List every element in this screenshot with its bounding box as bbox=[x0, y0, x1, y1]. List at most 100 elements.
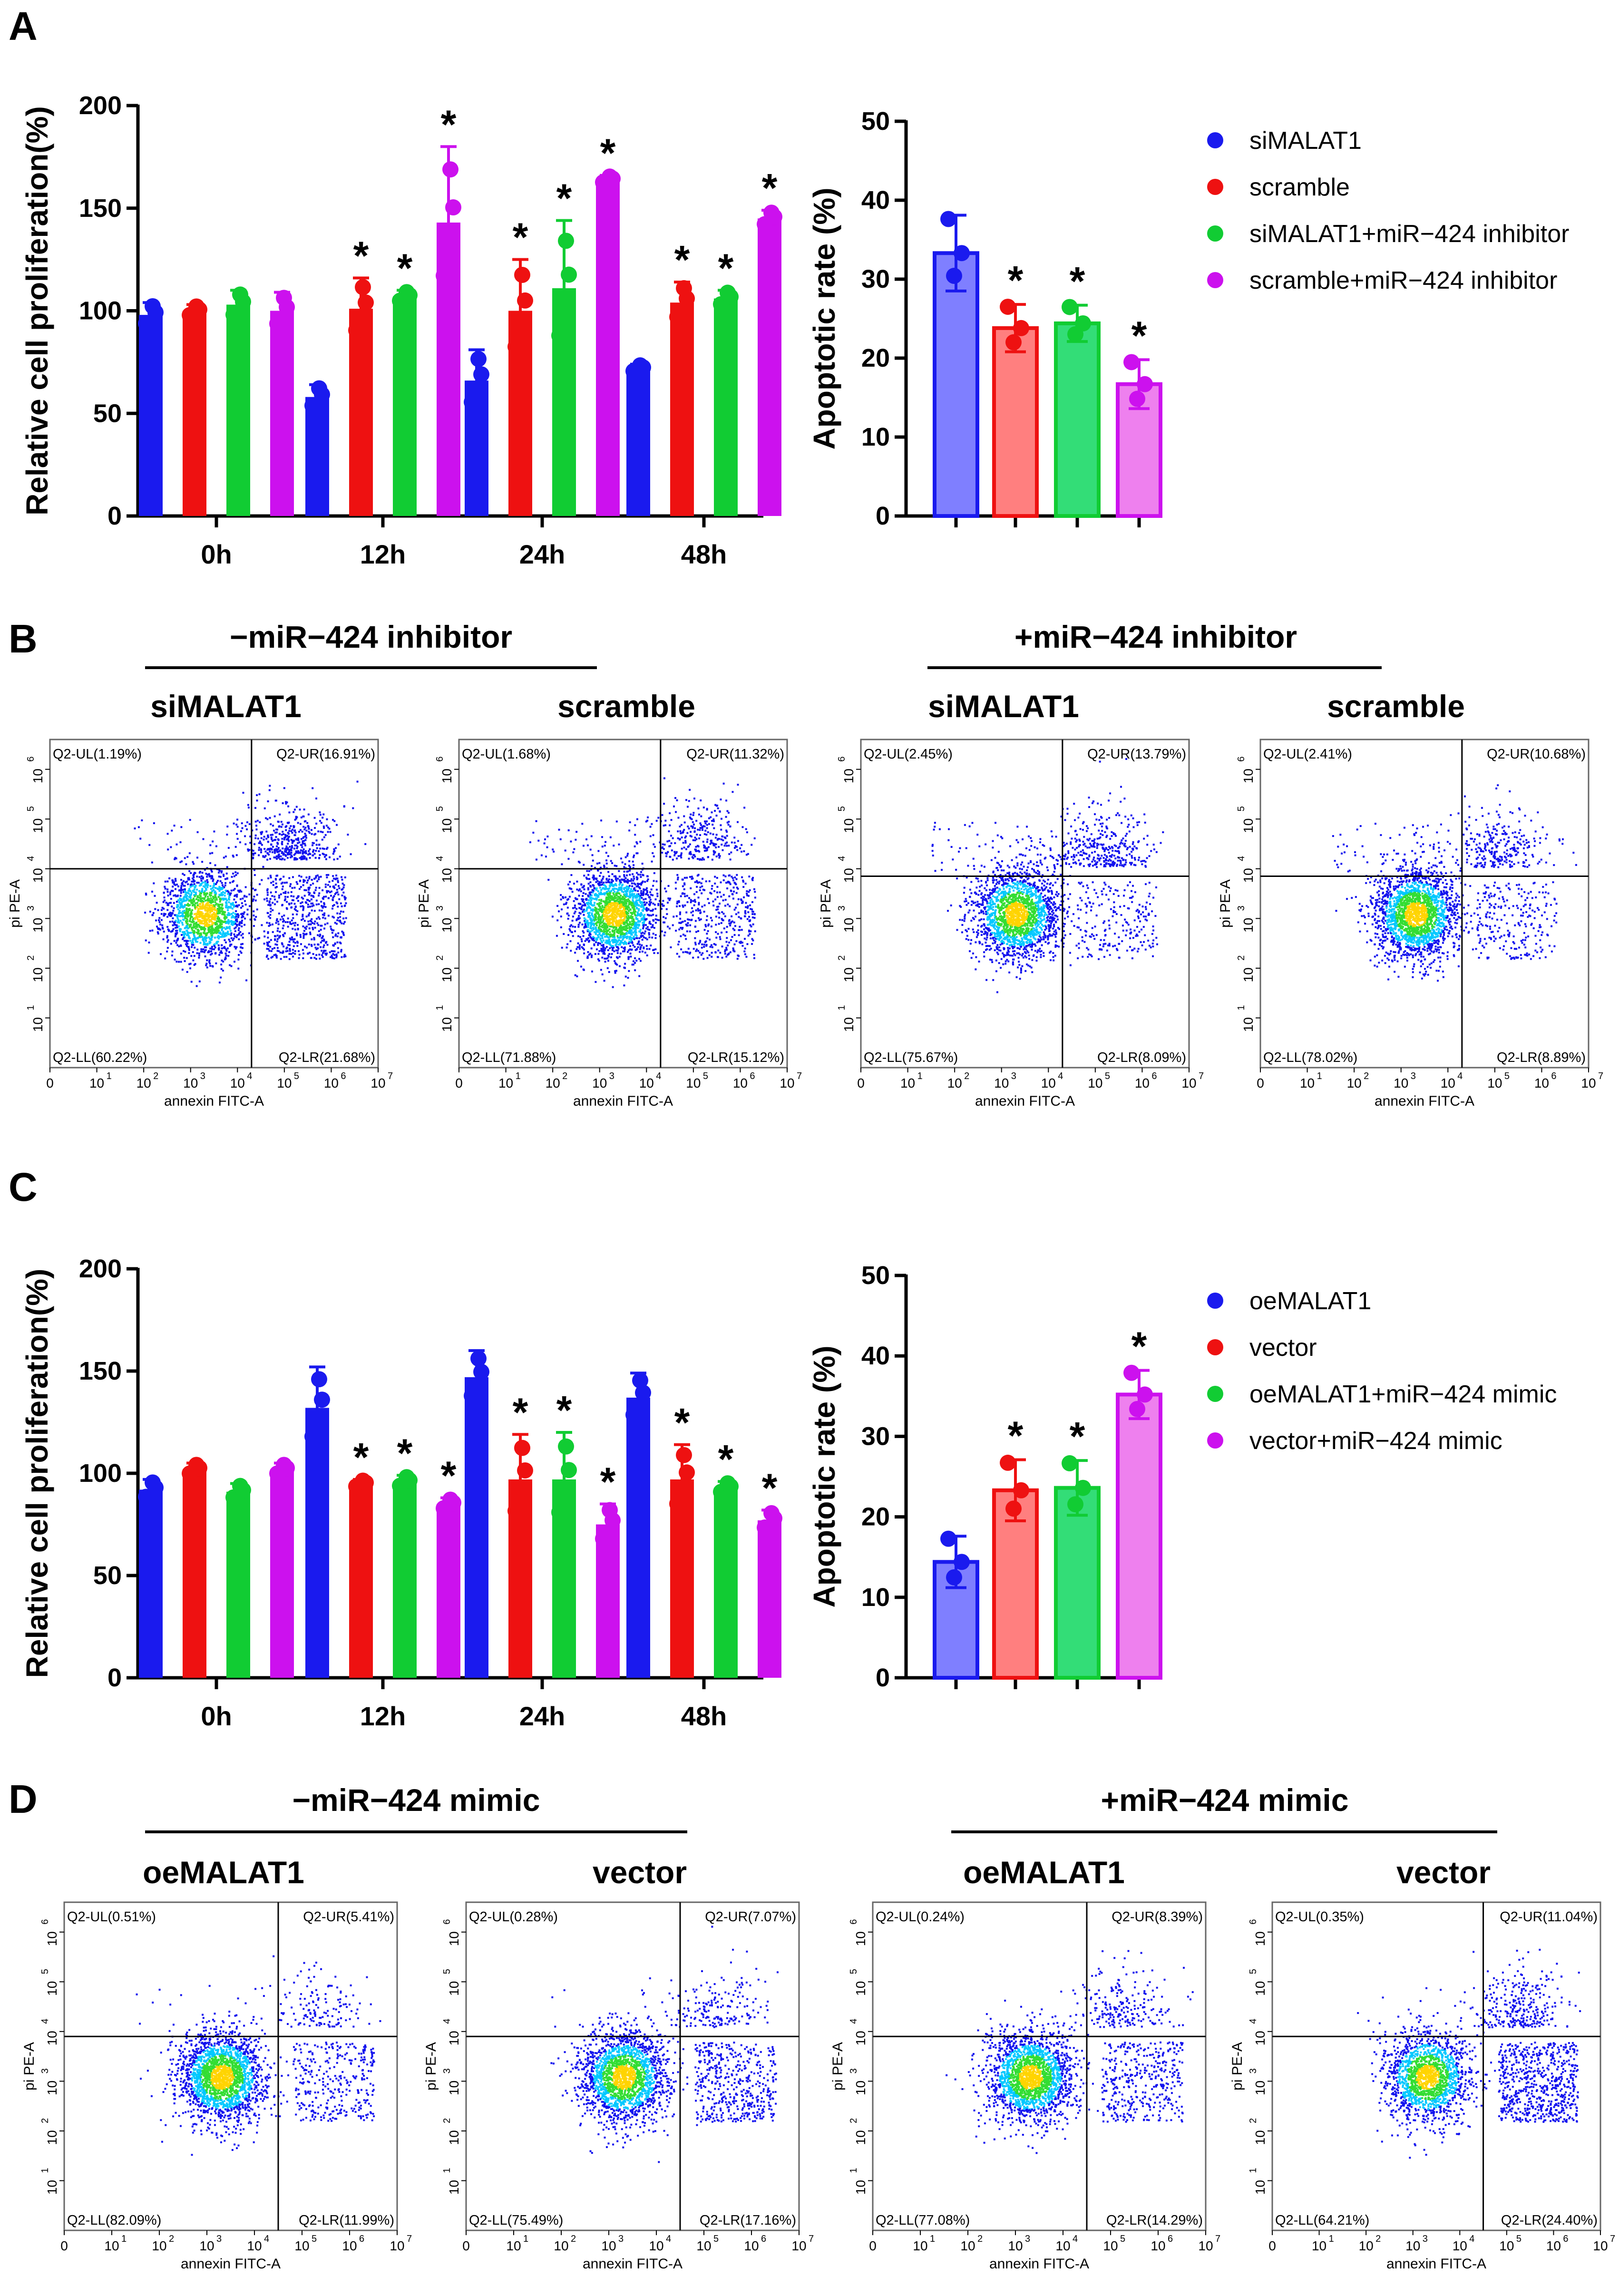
scatter-point bbox=[229, 928, 231, 930]
scatter-point bbox=[174, 959, 176, 961]
scatter-point bbox=[231, 937, 233, 939]
scatter-point bbox=[332, 908, 333, 910]
scatter-point bbox=[290, 895, 292, 897]
scatter-point bbox=[235, 910, 237, 912]
scatter-point bbox=[278, 923, 280, 925]
scatter-point bbox=[299, 953, 301, 955]
scatter-point bbox=[175, 942, 177, 944]
scatter-point bbox=[190, 932, 192, 934]
scatter-point bbox=[257, 837, 259, 839]
scatter-point bbox=[341, 889, 343, 891]
data-point bbox=[595, 1531, 611, 1547]
scatter-point bbox=[204, 922, 206, 924]
scatter-point bbox=[321, 940, 323, 942]
scatter-point bbox=[244, 895, 245, 897]
data-point bbox=[311, 1371, 327, 1387]
scatter-point bbox=[276, 846, 278, 847]
data-point bbox=[551, 1504, 567, 1520]
scatter-point bbox=[276, 941, 278, 943]
scatter-point bbox=[301, 844, 302, 846]
scatter-point bbox=[263, 943, 265, 944]
scatter-point bbox=[270, 911, 272, 913]
scatter-point bbox=[280, 919, 282, 921]
scatter-point bbox=[321, 954, 323, 956]
data-point bbox=[304, 1429, 321, 1445]
scatter-point bbox=[246, 828, 248, 830]
significance-star: * bbox=[762, 1465, 778, 1510]
scatter-point bbox=[149, 911, 151, 913]
scatter-point bbox=[274, 944, 276, 945]
scatter-point bbox=[335, 875, 337, 876]
scatter-point bbox=[289, 846, 291, 848]
bar bbox=[226, 305, 250, 516]
scatter-point bbox=[224, 916, 225, 918]
scatter-point bbox=[295, 845, 297, 846]
scatter-point bbox=[316, 900, 318, 902]
scatter-point bbox=[293, 887, 295, 889]
scatter-point bbox=[226, 914, 228, 916]
scatter-point bbox=[308, 891, 310, 893]
scatter-point bbox=[337, 858, 339, 860]
scatter-point bbox=[201, 883, 203, 885]
scatter-point bbox=[302, 914, 303, 915]
scatter-point bbox=[218, 932, 220, 934]
data-point bbox=[311, 380, 327, 397]
scatter-point bbox=[172, 921, 174, 923]
scatter-point bbox=[212, 913, 214, 915]
group-header: −miR−424 inhibitor bbox=[230, 619, 512, 654]
scatter-point bbox=[197, 929, 199, 931]
scatter-point bbox=[194, 955, 195, 957]
group-header: +miR−424 inhibitor bbox=[1014, 619, 1297, 654]
scatter-point bbox=[302, 949, 304, 951]
scatter-point bbox=[242, 905, 244, 907]
scatter-point bbox=[314, 827, 316, 829]
scatter-point bbox=[269, 902, 271, 904]
scatter-point bbox=[308, 914, 310, 916]
scatter-point bbox=[332, 932, 333, 934]
scatter-point bbox=[300, 829, 302, 831]
scatter-point bbox=[185, 894, 186, 895]
scatter-point bbox=[313, 938, 315, 940]
scatter-point bbox=[315, 798, 317, 799]
legend-label: scramble bbox=[1249, 174, 1350, 201]
scatter-point bbox=[296, 945, 298, 947]
scatter-point bbox=[171, 905, 173, 907]
scatter-point bbox=[224, 895, 226, 896]
scatter-point bbox=[202, 902, 204, 904]
scatter-point bbox=[206, 876, 208, 878]
scatter-point bbox=[182, 919, 184, 921]
scatter-point bbox=[218, 954, 220, 956]
scatter-point bbox=[184, 906, 185, 908]
scatter-point bbox=[266, 922, 268, 924]
scatter-point bbox=[175, 927, 176, 929]
scatter-point bbox=[219, 936, 221, 938]
y-tick-label: 200 bbox=[79, 91, 122, 120]
scatter-point bbox=[229, 894, 231, 895]
scatter-point bbox=[315, 954, 317, 956]
y-tick-label: 50 bbox=[93, 1561, 122, 1590]
scatter-point bbox=[184, 940, 185, 942]
scatter-point bbox=[303, 889, 305, 891]
scatter-point bbox=[343, 934, 345, 936]
scatter-point bbox=[176, 901, 178, 903]
scatter-point bbox=[220, 876, 222, 878]
scatter-point bbox=[233, 934, 235, 935]
scatter-point bbox=[267, 931, 269, 933]
scatter-point bbox=[203, 915, 205, 917]
scatter-point bbox=[314, 921, 316, 923]
data-point bbox=[232, 1478, 248, 1494]
scatter-point bbox=[265, 831, 267, 833]
scatter-point bbox=[200, 899, 202, 901]
scatter-point bbox=[214, 928, 216, 930]
scatter-point bbox=[312, 849, 314, 851]
scatter-point bbox=[272, 881, 274, 883]
scatter-point bbox=[225, 953, 227, 954]
data-point bbox=[314, 1391, 330, 1408]
scatter-point bbox=[180, 953, 182, 954]
scatter-point bbox=[219, 927, 221, 929]
scatter-point bbox=[264, 807, 266, 809]
scatter-point bbox=[262, 855, 264, 857]
scatter-point bbox=[207, 896, 209, 898]
scatter-point bbox=[202, 907, 204, 909]
scatter-point bbox=[236, 925, 238, 927]
